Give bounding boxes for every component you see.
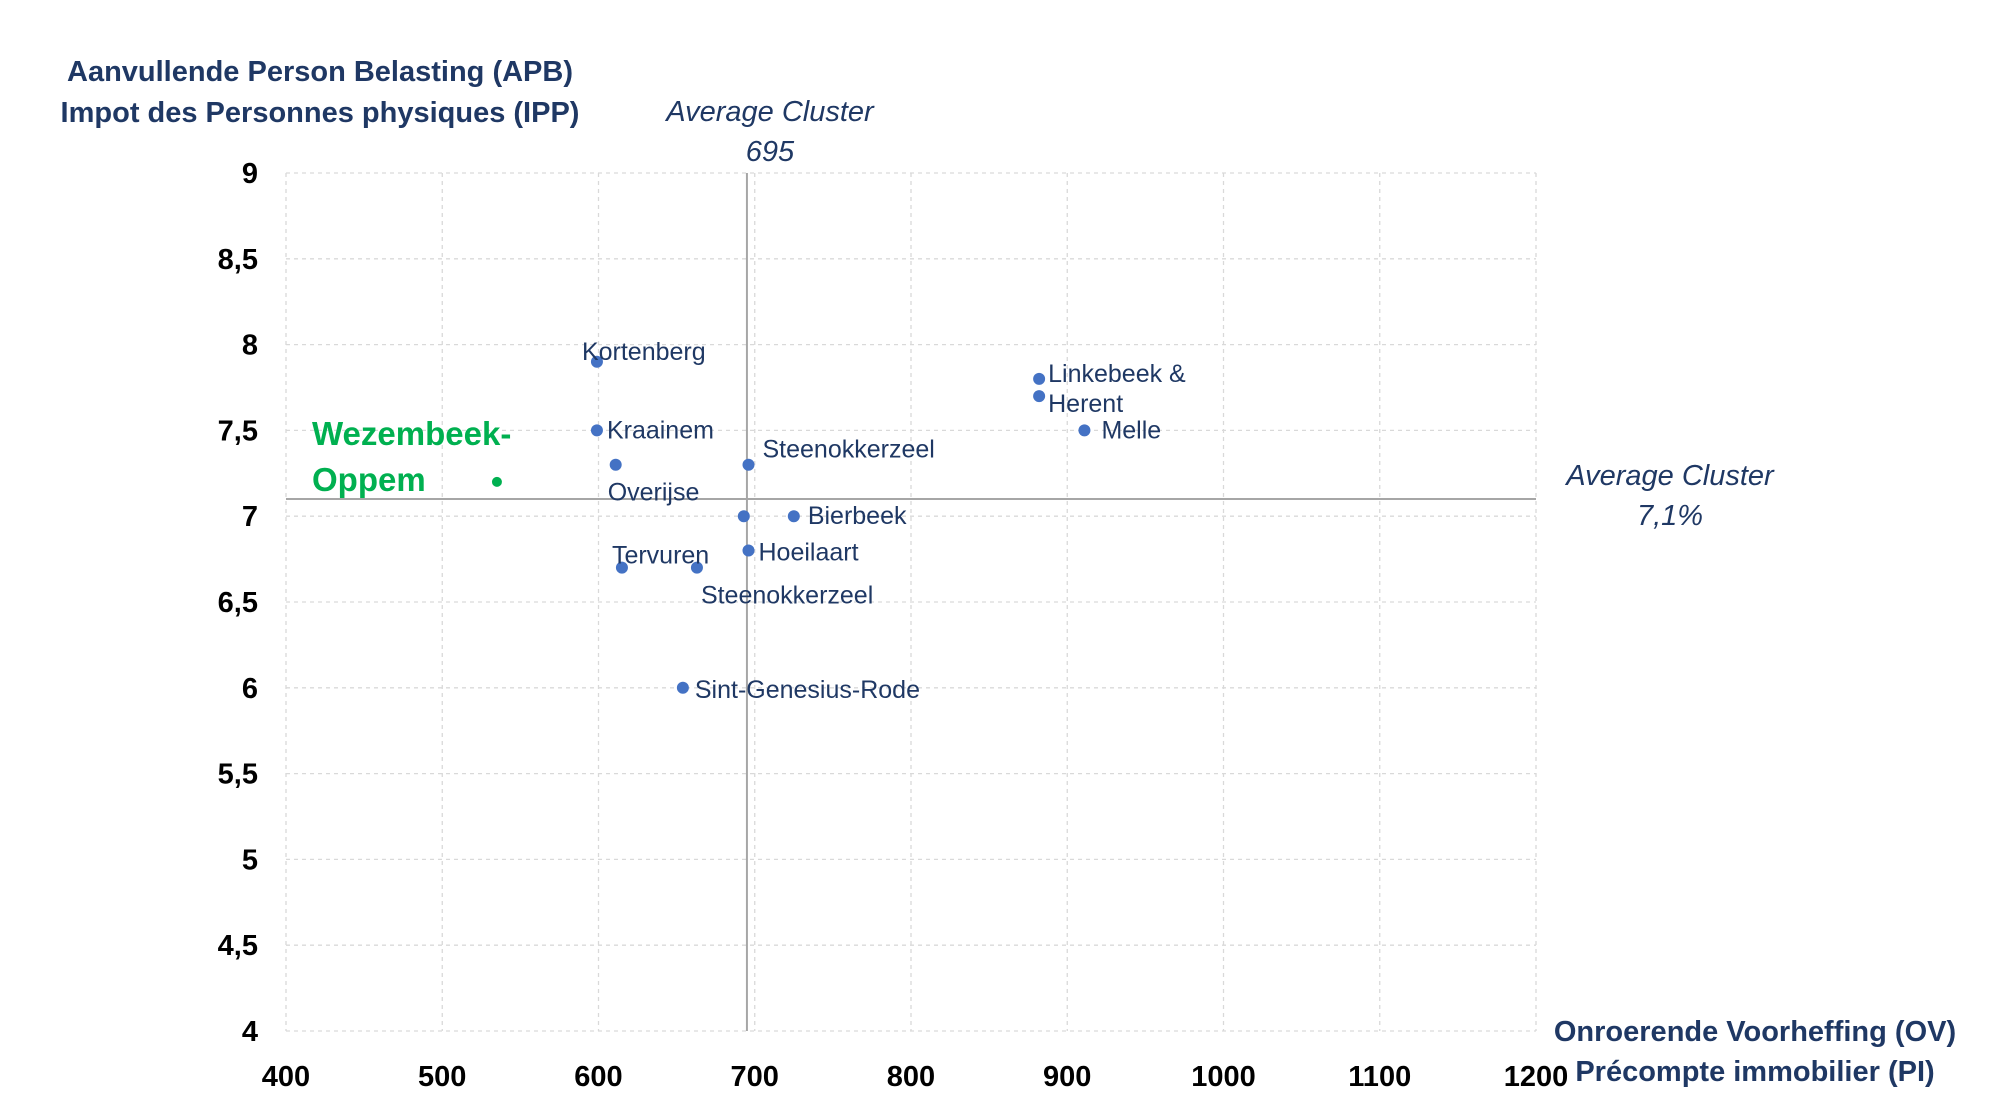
y-tick-label: 8,5 — [218, 244, 258, 276]
data-point — [1078, 424, 1091, 437]
average-lines — [286, 173, 1536, 1031]
highlight-label: Oppem — [312, 461, 426, 498]
data-point — [742, 544, 755, 557]
x-tick-label: 600 — [574, 1061, 622, 1093]
x-tick-label: 1100 — [1348, 1061, 1411, 1093]
data-point — [1033, 390, 1046, 403]
average-y-label-line-1: Average Cluster — [1566, 460, 1774, 492]
point-label: Steenokkerzeel — [763, 436, 935, 464]
y-tick-label: 6,5 — [218, 587, 258, 619]
data-point — [787, 510, 800, 523]
average-y-label: Average Cluster 7,1% — [1520, 456, 1820, 536]
x-axis-title-line-1: Onroerende Voorheffing (OV) — [1553, 1016, 1957, 1048]
point-labels: Kortenberg Kraainem Overijse Tervuren Steeno… — [312, 338, 1186, 704]
average-x-label-line-2: 695 — [745, 136, 795, 168]
data-point — [590, 424, 603, 437]
data-point — [1033, 372, 1046, 385]
y-tick-label: 4,5 — [218, 930, 258, 962]
point-label: Overijse — [608, 479, 700, 507]
y-tick-label: 4 — [242, 1016, 258, 1048]
x-tick-label: 500 — [418, 1061, 466, 1093]
point-label: Steenokkerzeel — [701, 582, 873, 610]
y-tick-label: 9 — [242, 158, 258, 190]
average-y-label-line-2: 7,1% — [1636, 500, 1704, 532]
data-point — [590, 355, 603, 368]
y-axis-title-line-1: Aanvullende Person Belasting (APB) — [67, 56, 573, 88]
data-point — [690, 561, 703, 574]
x-tick-label: 1200 — [1504, 1061, 1569, 1093]
x-axis-title-line-2: Précompte immobilier (PI) — [1575, 1056, 1935, 1088]
point-label: Sint-Genesius-Rode — [695, 676, 920, 704]
point-label: Linkebeek & — [1048, 360, 1186, 388]
x-axis-ticks: 400 500 600 700 800 900 1000 1100 1200 — [262, 1061, 1568, 1093]
y-axis-title-line-2: Impot des Personnes physiques (IPP) — [60, 97, 580, 129]
highlight-label: Wezembeek- — [312, 415, 511, 452]
x-axis-title: Onroerende Voorheffing (OV) Précompte im… — [1545, 1012, 1965, 1092]
x-tick-label: 800 — [887, 1061, 935, 1093]
point-label: Hoeilaart — [759, 539, 859, 567]
y-tick-label: 7 — [242, 501, 258, 533]
x-tick-label: 900 — [1043, 1061, 1091, 1093]
data-points — [491, 355, 1091, 694]
average-x-label: Average Cluster 695 — [620, 92, 920, 172]
y-tick-label: 8 — [242, 330, 258, 362]
x-tick-label: 1000 — [1191, 1061, 1256, 1093]
highlight-point — [491, 476, 502, 487]
data-point — [609, 458, 622, 471]
data-point — [676, 681, 689, 694]
y-tick-label: 5,5 — [218, 759, 258, 791]
y-axis-ticks: 4 4,5 5 5,5 6 6,5 7 7,5 8 8,5 9 — [218, 158, 258, 1048]
x-tick-label: 400 — [262, 1061, 310, 1093]
point-label: Bierbeek — [808, 502, 907, 530]
y-tick-label: 5 — [242, 844, 258, 876]
y-tick-label: 6 — [242, 673, 258, 705]
data-point — [742, 458, 755, 471]
average-x-label-line-1: Average Cluster — [666, 96, 874, 128]
point-label: Melle — [1101, 416, 1161, 444]
x-tick-label: 700 — [731, 1061, 779, 1093]
y-axis-title: Aanvullende Person Belasting (APB) Impot… — [40, 52, 600, 134]
point-label: Kraainem — [607, 416, 714, 444]
grid-lines — [285, 172, 1537, 1032]
data-point — [615, 561, 628, 574]
point-label: Herent — [1048, 390, 1123, 418]
point-label: Tervuren — [612, 542, 709, 570]
y-tick-label: 7,5 — [218, 415, 258, 447]
data-point — [737, 510, 750, 523]
point-label: Kortenberg — [582, 338, 706, 366]
